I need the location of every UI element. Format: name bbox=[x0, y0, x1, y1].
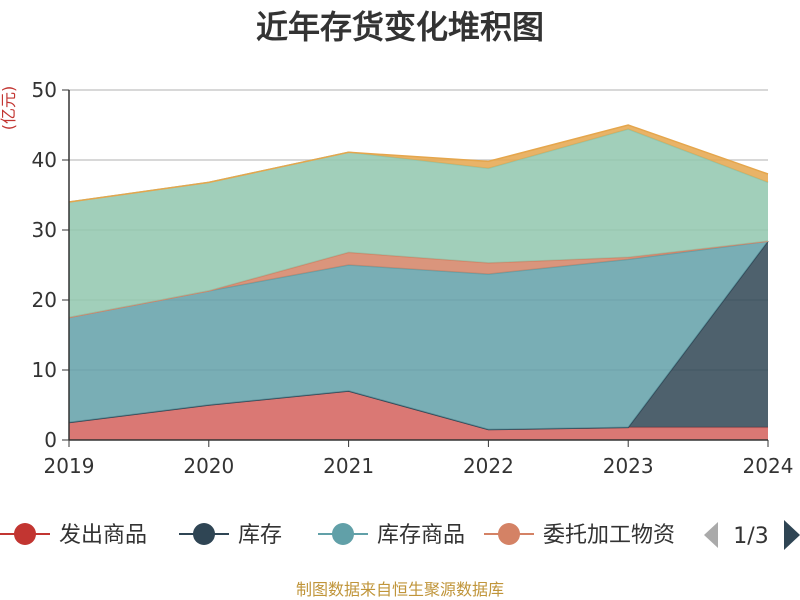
series-line-5 bbox=[68, 124, 769, 203]
legend-label: 库存商品 bbox=[377, 523, 465, 548]
y-tick-label: 30 bbox=[32, 218, 57, 242]
data-source-note: 制图数据来自恒生聚源数据库 bbox=[296, 580, 504, 599]
y-tick-label: 0 bbox=[44, 428, 57, 452]
legend-marker-icon bbox=[14, 523, 36, 545]
x-tick-label: 2019 bbox=[44, 454, 95, 478]
legend-prev-arrow-icon[interactable] bbox=[704, 522, 718, 548]
legend-page-indicator: 1/3 bbox=[733, 524, 768, 549]
y-axis-unit: (亿元) bbox=[0, 86, 18, 131]
series-area-3 bbox=[69, 241, 768, 318]
series-area-4 bbox=[69, 129, 768, 318]
y-tick-label: 20 bbox=[32, 288, 57, 312]
legend-item[interactable]: 发出商品 bbox=[0, 523, 147, 548]
series-area-0 bbox=[69, 391, 768, 440]
legend-label: 库存 bbox=[238, 523, 282, 548]
legend-item[interactable]: 库存 bbox=[179, 523, 282, 548]
x-tick-label: 2021 bbox=[323, 454, 374, 478]
legend-marker-icon bbox=[332, 523, 354, 545]
legend-item[interactable]: 库存商品 bbox=[318, 523, 465, 548]
chart-title: 近年存货变化堆积图 bbox=[256, 8, 544, 46]
series-area-1 bbox=[69, 241, 768, 430]
series-areas bbox=[68, 124, 769, 440]
legend-pager: 1/3 bbox=[704, 520, 800, 550]
legend-marker-icon bbox=[498, 523, 520, 545]
axes: 0 10 20 30 40 50 2019 2020 2021 2022 2023 2024 bbox=[32, 78, 794, 478]
x-tick-label: 2020 bbox=[183, 454, 234, 478]
series-area-2 bbox=[69, 241, 768, 430]
legend-label: 发出商品 bbox=[59, 523, 147, 548]
x-tick-label: 2023 bbox=[603, 454, 654, 478]
x-tick-label: 2022 bbox=[463, 454, 514, 478]
legend[interactable]: 发出商品 库存 库存商品 委托加工物资 bbox=[0, 523, 675, 548]
y-tick-label: 10 bbox=[32, 358, 57, 382]
y-tick-label: 50 bbox=[32, 78, 57, 102]
legend-item[interactable]: 委托加工物资 bbox=[484, 523, 675, 548]
y-tick-label: 40 bbox=[32, 148, 57, 172]
legend-marker-icon bbox=[193, 523, 215, 545]
x-tick-label: 2024 bbox=[743, 454, 794, 478]
legend-label: 委托加工物资 bbox=[543, 523, 675, 548]
legend-next-arrow-icon[interactable] bbox=[784, 520, 800, 550]
